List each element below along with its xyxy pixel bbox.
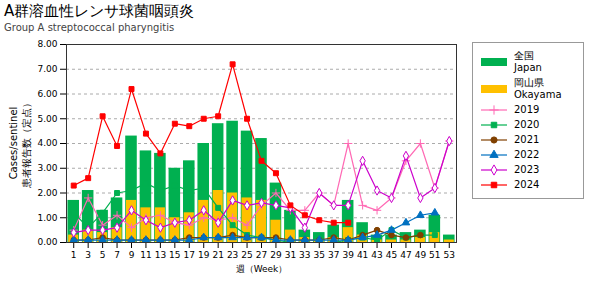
svg-text:31: 31 <box>285 250 296 260</box>
svg-text:4.00: 4.00 <box>37 138 57 148</box>
svg-text:3.00: 3.00 <box>37 163 57 173</box>
svg-text:7.00: 7.00 <box>37 64 57 74</box>
svg-text:29: 29 <box>270 250 282 260</box>
svg-text:49: 49 <box>415 250 427 260</box>
html-text:2019: 2019 <box>514 104 540 115</box>
svg-text:1.00: 1.00 <box>37 213 57 223</box>
svg-text:患者報告数（定点）: 患者報告数（定点） <box>21 98 32 189</box>
svg-text:8.00: 8.00 <box>37 39 57 49</box>
svg-text:17: 17 <box>184 250 195 260</box>
html-text:2020: 2020 <box>514 119 540 130</box>
svg-text:5.00: 5.00 <box>37 114 57 124</box>
svg-text:33: 33 <box>299 250 310 260</box>
html-text:岡山県 Okayama: 岡山県 Okayama <box>514 77 562 100</box>
svg-text:25: 25 <box>241 250 252 260</box>
html-text:2023: 2023 <box>514 164 540 175</box>
svg-text:Cases/sentinel: Cases/sentinel <box>8 107 19 180</box>
svg-text:45: 45 <box>386 250 397 260</box>
svg-text:47: 47 <box>400 250 411 260</box>
svg-text:39: 39 <box>342 250 354 260</box>
svg-text:5: 5 <box>100 250 106 260</box>
svg-text:21: 21 <box>212 250 223 260</box>
svg-text:週（Week）: 週（Week） <box>236 264 288 274</box>
svg-text:1: 1 <box>71 250 77 260</box>
svg-text:7: 7 <box>114 250 120 260</box>
svg-text:53: 53 <box>444 250 455 260</box>
html-text:2024: 2024 <box>514 179 540 190</box>
html-text:全国 Japan: 全国 Japan <box>514 50 542 73</box>
html-text:2022: 2022 <box>514 149 540 160</box>
svg-text:3: 3 <box>85 250 91 260</box>
svg-text:15: 15 <box>169 250 180 260</box>
svg-text:9: 9 <box>129 250 135 260</box>
svg-text:13: 13 <box>155 250 166 260</box>
svg-text:27: 27 <box>256 250 267 260</box>
svg-text:6.00: 6.00 <box>37 89 57 99</box>
html-text:A群溶血性レンサ球菌咽頭炎: A群溶血性レンサ球菌咽頭炎 <box>4 2 195 20</box>
svg-text:51: 51 <box>429 250 440 260</box>
svg-text:37: 37 <box>328 250 339 260</box>
svg-text:43: 43 <box>371 250 382 260</box>
svg-text:35: 35 <box>314 250 325 260</box>
svg-text:23: 23 <box>227 250 238 260</box>
svg-text:41: 41 <box>357 250 368 260</box>
html-text:Group A streptococcal pharyngi: Group A streptococcal pharyngitis <box>4 22 175 33</box>
svg-text:11: 11 <box>140 250 151 260</box>
svg-text:0.00: 0.00 <box>37 237 57 247</box>
html-text:2021: 2021 <box>514 134 540 145</box>
svg-text:2.00: 2.00 <box>37 188 57 198</box>
svg-text:19: 19 <box>198 250 210 260</box>
